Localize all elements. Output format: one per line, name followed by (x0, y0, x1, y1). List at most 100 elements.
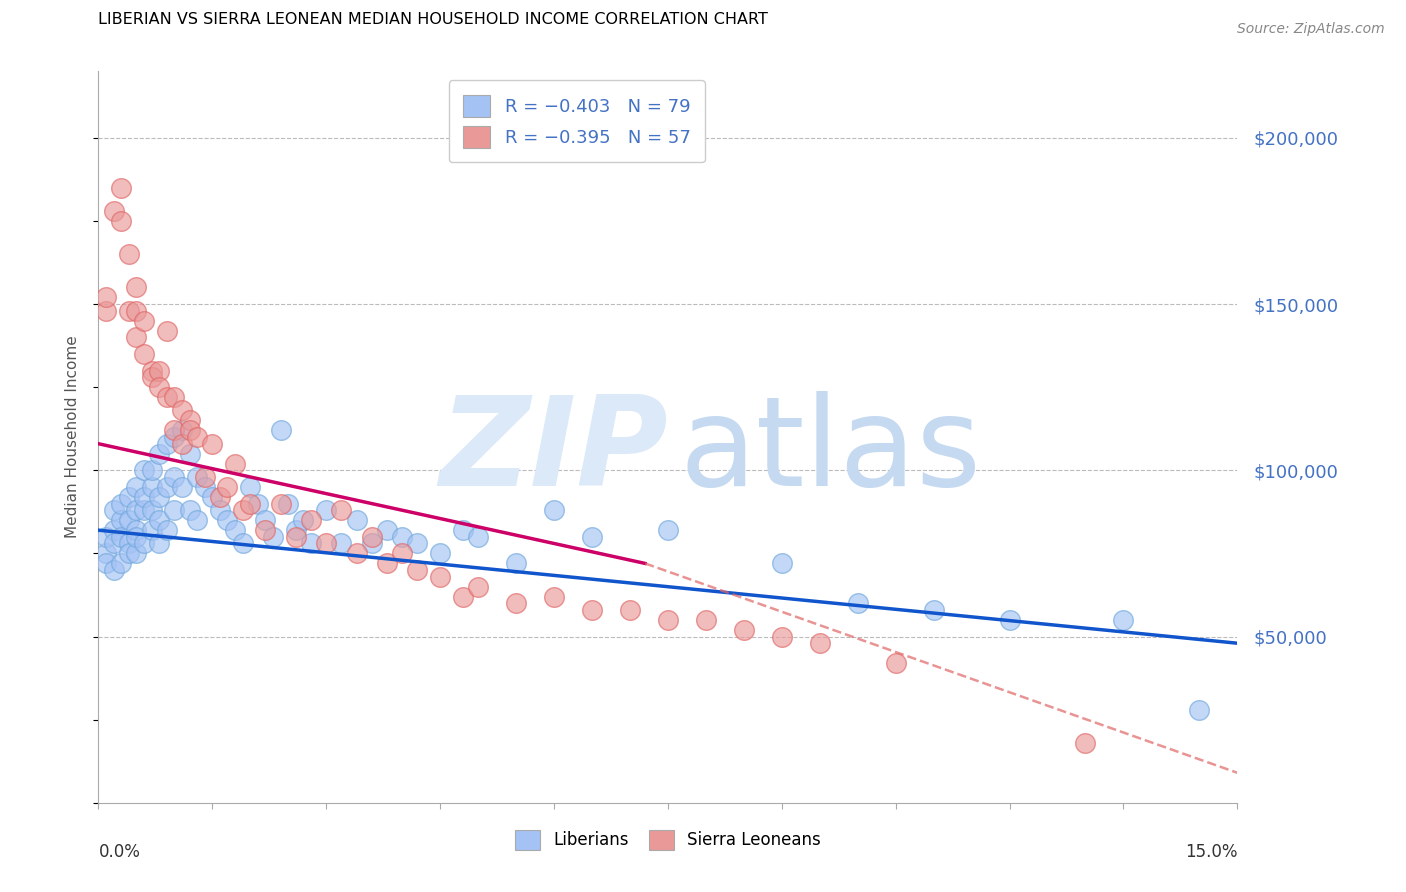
Point (110, 180, 132, 194)
Point (118, 513, 141, 527)
Point (141, 503, 163, 517)
Point (179, 424, 201, 438)
Point (922, 603, 945, 617)
Point (125, 530, 148, 544)
Point (179, 413, 201, 427)
Point (543, 503, 565, 517)
Point (657, 523, 679, 537)
Point (163, 430, 186, 444)
Point (254, 523, 277, 537)
Point (94, 530, 117, 544)
Point (186, 470, 208, 484)
Point (581, 530, 603, 544)
Point (277, 497, 299, 511)
Point (132, 503, 155, 517)
Text: 15.0%: 15.0% (1185, 843, 1237, 861)
Point (148, 380, 170, 394)
Point (163, 390, 186, 404)
Point (163, 470, 186, 484)
Point (208, 490, 231, 504)
Legend: Liberians, Sierra Leoneans: Liberians, Sierra Leoneans (508, 823, 828, 856)
Point (733, 623, 755, 637)
Point (141, 463, 163, 477)
Point (110, 530, 132, 544)
Point (284, 523, 307, 537)
Point (467, 580, 489, 594)
Point (141, 480, 163, 494)
Point (543, 590, 565, 604)
Point (217, 480, 239, 494)
Point (375, 523, 398, 537)
Point (132, 347, 155, 361)
Point (125, 480, 148, 494)
Point (808, 636, 831, 650)
Point (194, 480, 217, 494)
Point (103, 503, 125, 517)
Point (148, 536, 170, 550)
Point (132, 463, 155, 477)
Point (315, 503, 337, 517)
Point (998, 613, 1021, 627)
Point (186, 430, 208, 444)
Point (391, 546, 413, 560)
Point (179, 503, 201, 517)
Point (1188, 703, 1211, 717)
Point (581, 603, 603, 617)
Point (103, 204, 125, 219)
Point (429, 570, 451, 584)
Point (232, 536, 254, 550)
Point (429, 546, 451, 560)
Point (315, 536, 337, 550)
Point (1112, 613, 1135, 627)
Point (103, 536, 125, 550)
Point (103, 563, 125, 577)
Point (770, 557, 793, 571)
Point (118, 536, 141, 550)
Point (141, 523, 163, 537)
Point (170, 424, 193, 438)
Point (110, 214, 132, 228)
Point (292, 513, 315, 527)
Point (299, 513, 322, 527)
Point (770, 630, 793, 644)
Point (132, 314, 155, 328)
Point (125, 280, 148, 294)
Point (884, 656, 907, 670)
Point (132, 536, 155, 550)
Point (619, 603, 641, 617)
Point (132, 490, 155, 504)
Point (163, 503, 186, 517)
Point (186, 513, 208, 527)
Point (695, 613, 717, 627)
Point (360, 530, 382, 544)
Point (232, 503, 254, 517)
Point (406, 563, 429, 577)
Text: LIBERIAN VS SIERRA LEONEAN MEDIAN HOUSEHOLD INCOME CORRELATION CHART: LIBERIAN VS SIERRA LEONEAN MEDIAN HOUSEH… (98, 12, 768, 28)
Point (148, 363, 170, 377)
Point (148, 490, 170, 504)
Point (330, 503, 353, 517)
Point (224, 457, 246, 471)
Point (170, 436, 193, 450)
Point (156, 390, 179, 404)
Point (110, 557, 132, 571)
Point (156, 436, 179, 450)
Point (170, 480, 193, 494)
Point (299, 536, 322, 550)
Point (239, 480, 262, 494)
Point (94, 546, 117, 560)
Point (94, 303, 117, 318)
Text: ZIP: ZIP (439, 392, 668, 512)
Point (346, 513, 368, 527)
Point (110, 513, 132, 527)
Point (375, 557, 398, 571)
Point (217, 513, 239, 527)
Point (467, 530, 489, 544)
Point (118, 247, 141, 261)
Point (194, 470, 217, 484)
Point (170, 403, 193, 417)
Point (103, 523, 125, 537)
Point (346, 546, 368, 560)
Point (179, 447, 201, 461)
Point (125, 330, 148, 344)
